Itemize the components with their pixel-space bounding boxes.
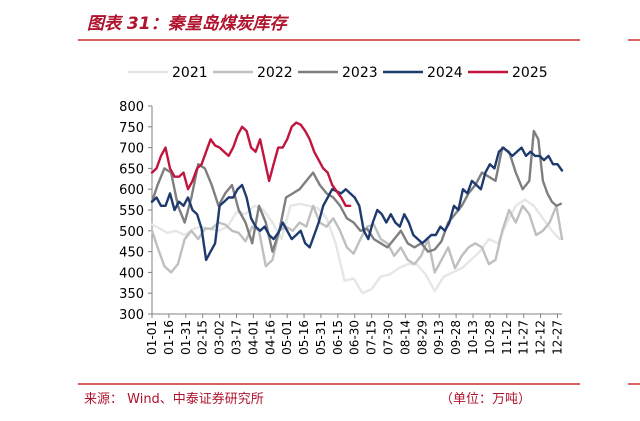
series-line-2021 <box>150 198 561 295</box>
x-tick-label: 12-12 <box>534 320 548 355</box>
x-tick-label: 01-31 <box>179 320 193 355</box>
x-tick-label: 01-16 <box>162 320 176 355</box>
figure-title: 图表 31：秦皇岛煤炭库存 <box>87 14 290 34</box>
x-tick-label: 07-15 <box>365 320 379 355</box>
legend: 2021 2022 2023 2024 2025 <box>128 65 548 81</box>
series-line-2025 <box>150 121 352 208</box>
x-tick-label: 05-01 <box>280 320 294 355</box>
y-tick-label: 550 <box>119 204 144 219</box>
y-tick-label: 650 <box>119 162 144 177</box>
legend-label-2022: 2022 <box>257 65 293 81</box>
x-tick-label: 01-01 <box>145 320 159 355</box>
legend-label-2024: 2024 <box>427 65 463 81</box>
x-tick-label: 05-31 <box>314 320 328 355</box>
x-tick-label: 09-28 <box>449 320 463 355</box>
y-tick-label: 300 <box>119 308 144 323</box>
series-group <box>150 121 564 295</box>
legend-label-2023: 2023 <box>342 65 378 81</box>
x-tick-label: 09-13 <box>432 320 446 355</box>
y-tick-label: 700 <box>119 142 144 157</box>
y-tick-label: 400 <box>119 266 144 281</box>
x-tick-label: 08-14 <box>398 320 412 355</box>
series-line-2022 <box>150 204 564 274</box>
x-tick-label: 11-27 <box>517 320 531 355</box>
y-tick-label: 800 <box>119 100 144 115</box>
x-tick-label: 06-30 <box>348 320 362 355</box>
x-tick-label: 03-17 <box>229 320 243 355</box>
x-tick-label: 08-29 <box>415 320 429 355</box>
x-tick-label: 11-12 <box>500 320 514 355</box>
x-tick-label: 10-13 <box>466 320 480 355</box>
legend-label-2025: 2025 <box>512 65 548 81</box>
y-tick-label: 750 <box>119 121 144 136</box>
y-tick-label: 500 <box>119 225 144 240</box>
y-tick-label: 450 <box>119 246 144 261</box>
x-tick-label: 04-16 <box>263 320 277 355</box>
x-tick-label: 02-15 <box>196 320 210 355</box>
y-tick-label: 350 <box>119 287 144 302</box>
x-tick-label: 06-15 <box>331 320 345 355</box>
source-note: 来源： Wind、中泰证券研究所 <box>84 391 264 407</box>
x-tick-label: 04-01 <box>246 320 260 355</box>
x-tick-label: 12-27 <box>550 320 564 355</box>
legend-label-2021: 2021 <box>172 65 208 81</box>
x-tick-label: 07-30 <box>382 320 396 355</box>
x-tick-label: 03-02 <box>213 320 227 355</box>
y-tick-label: 600 <box>119 183 144 198</box>
series-line-2024 <box>150 146 564 262</box>
unit-note: （单位：万吨） <box>440 392 531 407</box>
x-tick-label: 05-16 <box>297 320 311 355</box>
x-tick-label: 10-28 <box>483 320 497 355</box>
series-line-2023 <box>150 129 563 253</box>
